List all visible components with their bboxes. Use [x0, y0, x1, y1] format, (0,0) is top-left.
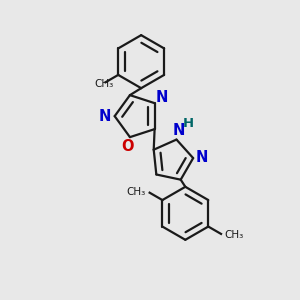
Text: N: N	[99, 109, 111, 124]
Text: H: H	[183, 117, 194, 130]
Text: N: N	[156, 90, 168, 105]
Text: N: N	[196, 150, 208, 165]
Text: O: O	[121, 139, 133, 154]
Text: CH₃: CH₃	[224, 230, 243, 240]
Text: N: N	[172, 123, 184, 138]
Text: CH₃: CH₃	[127, 187, 146, 197]
Text: CH₃: CH₃	[94, 79, 114, 89]
